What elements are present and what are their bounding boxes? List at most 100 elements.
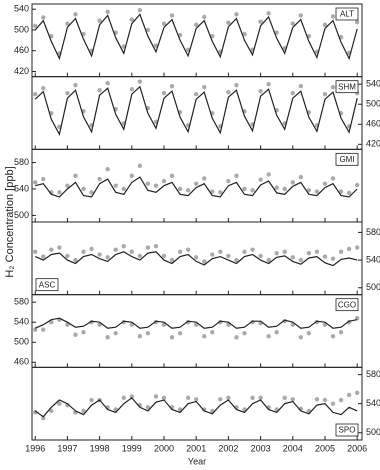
- data-point: [105, 335, 110, 340]
- y-tick-label: 540: [366, 254, 380, 264]
- fit-line: [34, 85, 358, 137]
- data-point: [33, 180, 38, 185]
- data-point: [153, 244, 159, 249]
- data-point: [193, 22, 199, 27]
- station-label: SHM: [338, 82, 356, 91]
- y-tick-label: 540: [14, 183, 29, 193]
- data-point: [161, 178, 167, 184]
- data-point: [202, 334, 207, 339]
- data-point: [258, 253, 263, 259]
- data-point: [306, 188, 312, 193]
- data-point: [202, 259, 207, 264]
- x-tick-label: 2006: [347, 443, 367, 453]
- y-tick-label: 540: [14, 317, 29, 327]
- data-point: [57, 190, 62, 195]
- data-point: [274, 30, 279, 35]
- data-point: [242, 186, 247, 192]
- data-point: [290, 91, 295, 96]
- data-point: [250, 395, 255, 401]
- y-tick-label: 500: [366, 99, 380, 109]
- data-point: [169, 173, 175, 178]
- data-point: [185, 247, 191, 252]
- data-point: [105, 166, 110, 172]
- data-point: [322, 254, 328, 259]
- data-point: [218, 190, 223, 195]
- data-point: [137, 253, 143, 259]
- data-point: [226, 178, 231, 184]
- data-point: [258, 177, 263, 182]
- data-point: [234, 335, 239, 340]
- data-point: [89, 397, 94, 403]
- y-tick-label: 420: [366, 139, 380, 149]
- data-point: [322, 181, 328, 186]
- x-tick-label: 2003: [251, 443, 271, 453]
- data-point: [161, 253, 167, 259]
- data-point: [177, 186, 183, 192]
- data-point: [354, 19, 360, 25]
- data-point: [322, 92, 328, 97]
- data-point: [354, 182, 360, 188]
- data-point: [282, 249, 287, 254]
- data-point: [161, 395, 167, 401]
- station-label: ASC: [39, 280, 56, 289]
- data-point: [65, 183, 70, 188]
- data-point: [226, 395, 231, 401]
- data-point: [234, 257, 239, 263]
- station-box: [335, 80, 359, 94]
- panel-frame: [31, 76, 363, 150]
- x-tick-label: 2001: [186, 443, 206, 453]
- data-point: [282, 395, 287, 401]
- x-tick-label: 2005: [315, 443, 335, 453]
- data-point: [338, 249, 344, 254]
- station-box: [335, 423, 359, 437]
- y-tick-label: 460: [366, 119, 380, 129]
- data-point: [41, 176, 46, 182]
- y-tick-label: 460: [14, 357, 29, 367]
- data-point: [33, 249, 38, 254]
- data-point: [314, 189, 320, 194]
- data-point: [65, 91, 70, 96]
- data-point: [274, 330, 279, 335]
- data-point: [338, 189, 344, 194]
- data-point: [346, 190, 352, 196]
- data-point: [258, 89, 263, 94]
- data-point: [298, 13, 304, 18]
- y-tick-label: 580: [14, 157, 29, 167]
- x-tick-label: 2004: [283, 443, 303, 453]
- data-point: [266, 257, 271, 263]
- station-box: [335, 7, 359, 21]
- y-axis-label: H₂ Concentration [ppb]: [4, 166, 16, 277]
- data-point: [105, 255, 110, 260]
- data-point: [202, 14, 207, 20]
- y-tick-label: 580: [14, 297, 29, 307]
- data-point: [169, 257, 175, 263]
- data-point: [41, 254, 46, 259]
- data-point: [81, 186, 86, 192]
- data-point: [169, 335, 175, 340]
- data-point: [153, 394, 159, 399]
- data-point: [145, 405, 151, 410]
- data-point: [97, 18, 102, 23]
- data-point: [169, 13, 175, 18]
- data-point: [105, 80, 110, 86]
- data-point: [250, 247, 255, 252]
- data-point: [185, 395, 191, 401]
- data-point: [121, 244, 126, 249]
- data-point: [49, 247, 54, 252]
- data-point: [113, 183, 118, 188]
- data-point: [330, 256, 336, 261]
- data-point: [266, 334, 271, 339]
- data-point: [121, 186, 126, 192]
- data-point: [81, 249, 86, 254]
- data-point: [153, 183, 159, 188]
- data-point: [322, 22, 328, 27]
- data-point: [338, 330, 344, 335]
- data-point: [177, 331, 183, 336]
- y-tick-label: 500: [366, 282, 380, 292]
- data-point: [137, 163, 143, 169]
- data-point: [298, 83, 304, 89]
- y-tick-label: 500: [14, 24, 29, 34]
- data-point: [169, 83, 175, 89]
- station-label: ALT: [340, 10, 354, 19]
